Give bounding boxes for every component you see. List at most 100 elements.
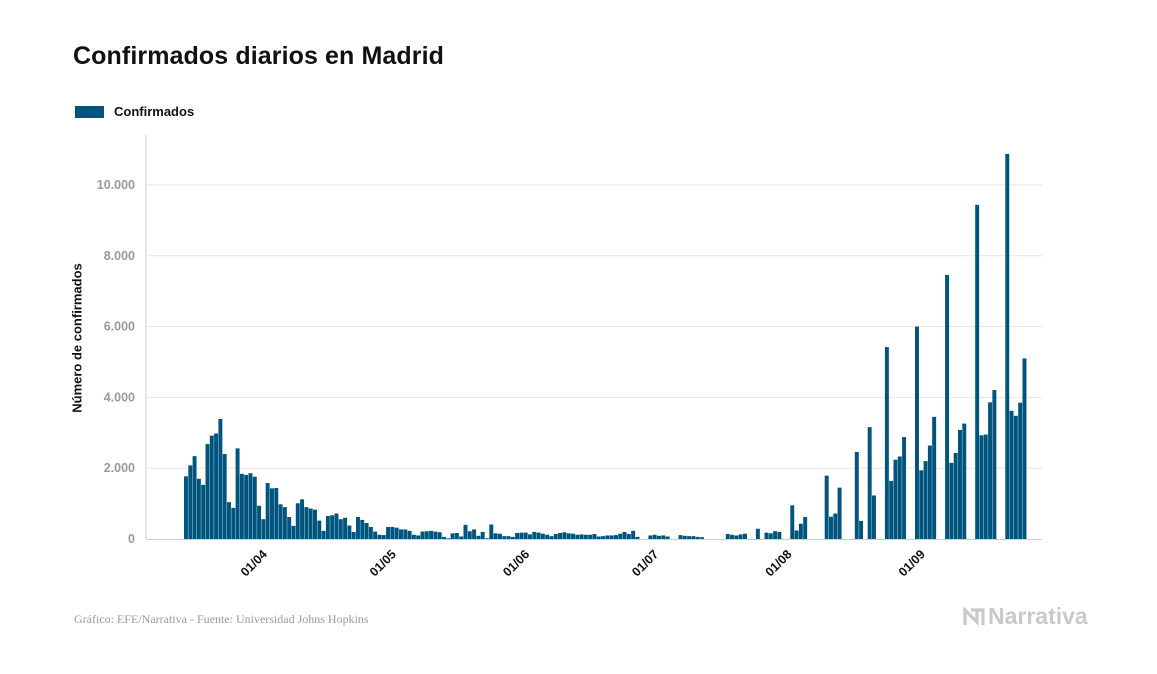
bar xyxy=(540,533,545,539)
bar xyxy=(889,480,894,539)
bar xyxy=(571,533,575,539)
bar xyxy=(622,531,627,539)
bar xyxy=(411,534,416,539)
bar xyxy=(274,488,279,539)
bar xyxy=(583,534,588,539)
brand-logo: Narrativa xyxy=(963,603,1088,630)
bar xyxy=(386,526,391,539)
bar xyxy=(691,536,696,539)
bar xyxy=(351,531,356,539)
bar xyxy=(377,534,382,539)
bar xyxy=(661,535,666,539)
x-axis-ticks: 01/04 01/05 01/06 01/07 01/08 01/09 xyxy=(238,547,928,579)
bar xyxy=(605,535,610,539)
bar xyxy=(313,509,317,539)
bar xyxy=(523,532,528,539)
bar xyxy=(545,534,550,539)
bar xyxy=(536,532,541,539)
bar xyxy=(953,452,958,539)
bar xyxy=(502,536,507,539)
bar xyxy=(244,474,249,539)
bar xyxy=(454,532,459,539)
bar xyxy=(399,529,403,539)
source-credit: Gráfico: EFE/Narrativa - Fuente: Univers… xyxy=(74,612,369,626)
bar xyxy=(308,508,313,539)
bar xyxy=(962,423,967,539)
bar xyxy=(227,502,231,539)
bar xyxy=(992,389,997,539)
bar xyxy=(515,532,520,539)
bar xyxy=(270,488,274,539)
bar xyxy=(446,538,451,539)
bar xyxy=(192,456,197,539)
bar xyxy=(472,529,477,539)
bar xyxy=(725,534,730,539)
x-tick-label: 01/06 xyxy=(500,547,532,579)
bar xyxy=(252,476,257,539)
bar xyxy=(222,454,227,539)
bar xyxy=(442,536,446,539)
bar xyxy=(730,534,735,539)
bar xyxy=(360,519,365,539)
bar xyxy=(790,505,795,539)
bar xyxy=(626,534,631,539)
bar xyxy=(291,525,296,539)
chart-title: Confirmados diarios en Madrid xyxy=(73,42,445,70)
bar xyxy=(657,535,661,539)
bar xyxy=(437,532,442,539)
bar xyxy=(506,536,511,539)
x-tick-label: 01/08 xyxy=(763,547,795,579)
legend: Confirmados xyxy=(75,104,194,119)
bar xyxy=(201,484,206,539)
bar xyxy=(205,444,210,539)
bar xyxy=(794,530,799,539)
bar xyxy=(338,519,343,539)
bar xyxy=(519,532,524,539)
bar xyxy=(558,532,563,539)
bar xyxy=(489,524,494,539)
brand-name: Narrativa xyxy=(988,603,1088,629)
bar xyxy=(235,448,240,539)
bar xyxy=(803,517,808,539)
y-tick-label: 4.000 xyxy=(104,390,135,404)
y-tick-label: 2.000 xyxy=(104,461,135,475)
bar xyxy=(893,459,898,539)
bar xyxy=(317,520,322,539)
bar xyxy=(480,531,485,539)
bar xyxy=(932,416,937,539)
bar xyxy=(988,402,993,539)
bar xyxy=(433,531,438,539)
bar xyxy=(510,536,515,539)
bar xyxy=(325,515,330,539)
bar xyxy=(566,533,571,539)
bar xyxy=(773,531,778,539)
bar xyxy=(407,530,412,539)
bar xyxy=(824,475,829,539)
bar xyxy=(549,536,554,539)
bar xyxy=(919,470,924,539)
bar xyxy=(983,434,988,539)
bar xyxy=(588,534,593,539)
bar xyxy=(945,274,950,539)
bar xyxy=(798,523,803,539)
bar xyxy=(665,536,670,539)
bar xyxy=(648,535,653,539)
bar xyxy=(184,476,188,539)
bar xyxy=(927,445,932,539)
bar xyxy=(678,535,683,539)
bar xyxy=(485,538,489,539)
bar xyxy=(635,536,640,539)
bar xyxy=(609,535,614,539)
bar xyxy=(420,531,425,539)
bar xyxy=(287,517,292,539)
bar xyxy=(682,535,687,539)
bar xyxy=(833,513,838,539)
y-axis-ticks: 0 2.000 4.000 6.000 8.000 10.000 xyxy=(97,178,135,546)
bar xyxy=(867,427,872,539)
x-tick-label: 01/04 xyxy=(238,547,270,579)
bar xyxy=(562,532,567,539)
bar xyxy=(854,451,859,539)
bar xyxy=(596,536,601,539)
bar xyxy=(304,507,309,539)
